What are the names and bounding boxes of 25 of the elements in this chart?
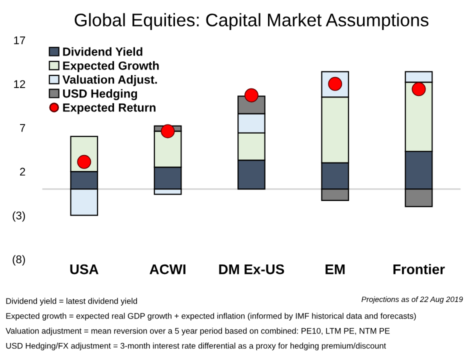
y-tick-label: (3) bbox=[12, 211, 25, 222]
chart-title: Global Equities: Capital Market Assumptions bbox=[74, 13, 428, 30]
x-tick-label: USA bbox=[70, 264, 98, 274]
legend-label: Dividend Yield bbox=[63, 47, 142, 56]
x-tick-label: Frontier bbox=[393, 264, 445, 274]
legend-label: Expected Growth bbox=[63, 61, 159, 72]
point bbox=[412, 82, 426, 96]
x-tick-label: EM bbox=[326, 264, 345, 274]
y-tick-label: 12 bbox=[14, 80, 26, 88]
x-tick-label: ACWI bbox=[150, 264, 186, 274]
text: Expected growth = expected real GDP growth + expected inflation (informed by IMF historical data and forecasts) bbox=[6, 312, 416, 320]
text: Dividend yield = latest dividend yield bbox=[6, 298, 137, 306]
legend-label: USD Hedging bbox=[63, 89, 137, 100]
y-tick-label: (8) bbox=[12, 255, 25, 266]
y-tick-label: 2 bbox=[20, 168, 26, 176]
text: USD Hedging/FX adjustment = 3-month interest rate differential as a proxy for hedging premium/discount bbox=[6, 342, 386, 350]
y-tick-label: 7 bbox=[20, 124, 26, 132]
text: Valuation adjustment = mean reversion over a 5 year period based on combined: PE10, LTM PE, NTM PE bbox=[6, 328, 390, 336]
legend-label: Valuation Adjust. bbox=[62, 75, 157, 86]
point bbox=[244, 88, 258, 102]
legend-label: Expected Return bbox=[63, 103, 156, 114]
point bbox=[160, 124, 175, 138]
x-tick-label: DM Ex-US bbox=[219, 264, 284, 274]
y-tick-label: 17 bbox=[14, 36, 26, 44]
point bbox=[77, 154, 92, 169]
